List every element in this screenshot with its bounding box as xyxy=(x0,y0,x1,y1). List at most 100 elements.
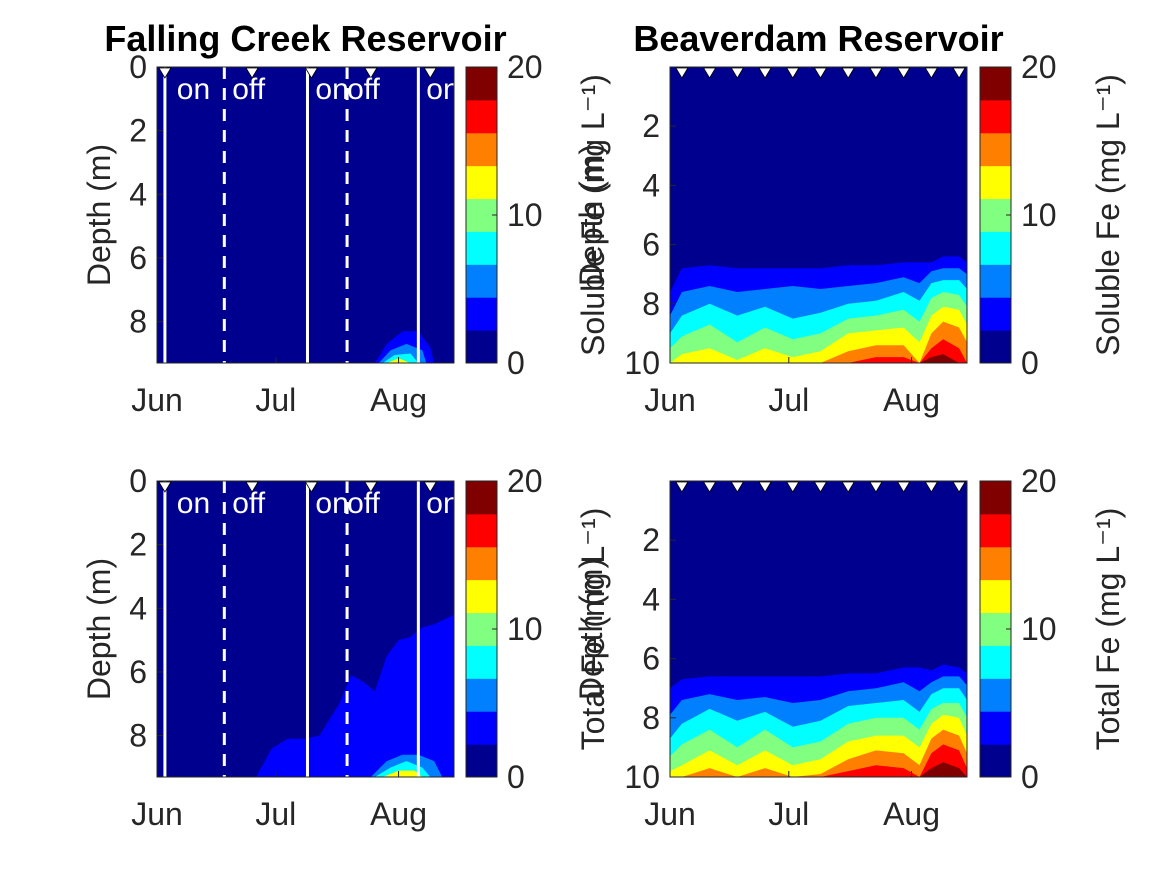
x-tick-label: Jun xyxy=(644,382,696,418)
colorbar-segment xyxy=(980,99,1011,134)
colorbar-tick-label: 0 xyxy=(507,759,525,795)
colorbar-label: Total Fe (mg L⁻¹) xyxy=(1090,508,1126,751)
oxygenation-label: on xyxy=(177,487,210,520)
y-tick-label: 0 xyxy=(129,463,147,499)
colorbar-segment xyxy=(980,231,1011,265)
oxygenation-label: off xyxy=(232,487,265,520)
colorbar-segment xyxy=(980,481,1011,515)
x-tick-label: Jul xyxy=(255,382,296,418)
colorbar-tick-label: 10 xyxy=(507,197,543,233)
sample-marker xyxy=(730,481,745,493)
sample-marker xyxy=(786,67,800,79)
axes-box xyxy=(669,480,968,778)
oxygenation-label: on xyxy=(315,73,348,106)
plot-background xyxy=(157,67,454,363)
oxygenation-label: off xyxy=(347,73,380,106)
sample-marker xyxy=(869,481,883,493)
colorbar-segment xyxy=(466,678,497,712)
colorbar-segment xyxy=(980,165,1011,200)
contour-fills xyxy=(256,614,454,777)
oxygenation-label: off xyxy=(347,487,380,520)
chart-title: Falling Creek Reservoir xyxy=(104,18,506,59)
sample-marker xyxy=(813,67,828,79)
colorbar-tick-label: 20 xyxy=(507,463,543,499)
sample-marker xyxy=(896,481,911,493)
x-tick-label: Aug xyxy=(883,796,940,832)
colorbar-tick-label: 0 xyxy=(1021,759,1039,795)
colorbar-tick-label: 10 xyxy=(1021,197,1057,233)
sample-marker xyxy=(675,481,689,493)
colorbar-tick-label: 0 xyxy=(507,345,525,381)
colorbar-segment xyxy=(466,198,497,232)
colorbar-label: Total Fe (mg L⁻¹) xyxy=(575,508,611,751)
sample-marker xyxy=(423,67,437,79)
colorbar-segment xyxy=(466,546,497,581)
contour-band xyxy=(670,729,967,777)
colorbar-segment xyxy=(980,579,1011,614)
axes-box xyxy=(156,66,455,364)
oxygenation-label: on xyxy=(426,73,459,106)
sample-marker xyxy=(924,481,939,493)
colorbar-segment xyxy=(980,645,1011,679)
colorbar-label: Soluble Fe (mg L⁻¹) xyxy=(575,74,611,356)
x-tick-label: Aug xyxy=(883,382,940,418)
sample-marker xyxy=(158,481,172,493)
x-tick-label: Jul xyxy=(768,796,809,832)
colorbar: 0 10 20 Total Fe (mg L⁻¹) xyxy=(979,463,1126,795)
colorbar-tick-label: 20 xyxy=(1021,463,1057,499)
contour-fills xyxy=(670,256,967,363)
oxygenation-label: on xyxy=(177,73,210,106)
y-tick-label: 4 xyxy=(129,590,147,626)
axes-box xyxy=(156,480,455,778)
y-tick-label: 2 xyxy=(642,108,660,144)
sample-marker xyxy=(952,67,966,79)
colorbar-segment xyxy=(466,481,497,515)
y-tick-label: 10 xyxy=(624,345,660,381)
colorbar-segment xyxy=(466,165,497,200)
sample-marker xyxy=(786,481,800,493)
y-tick-label: 6 xyxy=(642,227,660,263)
colorbar-segment xyxy=(980,678,1011,712)
colorbar-segment xyxy=(980,711,1011,745)
sample-marker xyxy=(304,481,319,493)
colorbar-tick-label: 10 xyxy=(1021,611,1057,647)
contour-band xyxy=(670,744,967,777)
colorbar-segment xyxy=(466,67,497,101)
sample-marker xyxy=(813,481,828,493)
x-tick-label: Jul xyxy=(768,382,809,418)
colorbar-segment xyxy=(466,99,497,134)
colorbar-segment xyxy=(466,264,497,298)
colorbar-label: Soluble Fe (mg L⁻¹) xyxy=(1090,74,1126,356)
colorbar-segment xyxy=(466,612,497,646)
y-tick-label: 8 xyxy=(642,700,660,736)
axes-box xyxy=(669,66,968,364)
colorbar-segment xyxy=(466,579,497,614)
y-tick-label: 4 xyxy=(129,176,147,212)
y-axis-label: Depth (m) xyxy=(81,558,117,700)
sample-marker xyxy=(364,67,378,79)
sample-marker xyxy=(758,67,772,79)
contour-band xyxy=(382,770,423,777)
oxygenation-label: on xyxy=(315,487,348,520)
y-tick-label: 4 xyxy=(642,581,660,617)
sample-marker xyxy=(841,481,855,493)
chart-title: Beaverdam Reservoir xyxy=(633,18,1003,59)
colorbar-tick-label: 20 xyxy=(1021,49,1057,85)
y-tick-label: 0 xyxy=(129,49,147,85)
colorbar-segment xyxy=(980,264,1011,298)
colorbar-segment xyxy=(466,711,497,745)
oxygenation-label: on xyxy=(426,487,459,520)
contour-fills xyxy=(670,664,967,777)
y-axis-label: Depth (m) xyxy=(81,144,117,286)
x-tick-label: Jun xyxy=(131,382,183,418)
colorbar-segment xyxy=(466,330,497,364)
sample-marker xyxy=(675,67,689,79)
y-axis-label: Depth (m) xyxy=(573,558,609,700)
colorbar: 0 10 20 Soluble Fe (mg L⁻¹) xyxy=(465,49,611,381)
x-tick-label: Aug xyxy=(370,796,427,832)
colorbar-segment xyxy=(980,132,1011,167)
contour-band xyxy=(382,353,419,363)
